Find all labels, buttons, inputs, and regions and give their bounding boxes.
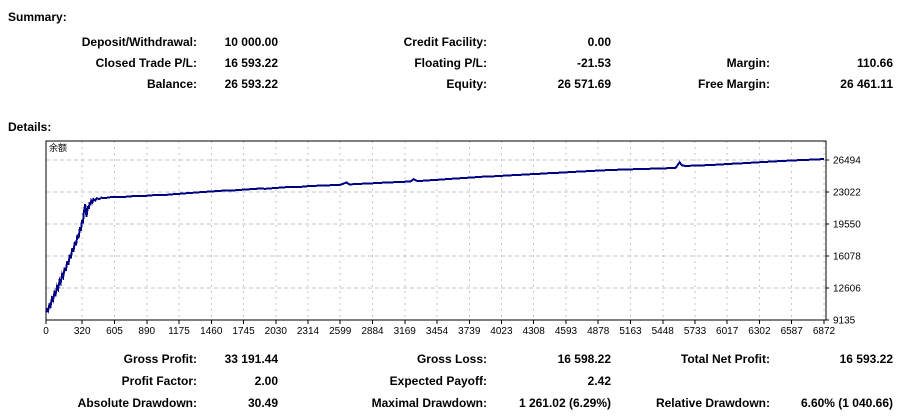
total-net-profit-value: 16 593.22 bbox=[839, 352, 893, 366]
y-axis-label: 16078 bbox=[833, 252, 861, 263]
x-axis-label: 320 bbox=[74, 326, 91, 337]
x-axis-label: 890 bbox=[138, 326, 155, 337]
relative-drawdown-label: Relative Drawdown: bbox=[655, 396, 770, 410]
gross-profit-value: 33 191.44 bbox=[224, 352, 278, 366]
x-axis-label: 6017 bbox=[716, 326, 739, 337]
x-axis-label: 5733 bbox=[684, 326, 707, 337]
profit-factor-value: 2.00 bbox=[254, 374, 278, 388]
equity-label: Equity: bbox=[446, 77, 487, 91]
y-axis-label: 12606 bbox=[833, 284, 861, 295]
x-axis-label: 4878 bbox=[587, 326, 610, 337]
absolute-drawdown-value: 30.49 bbox=[247, 396, 278, 410]
y-axis-label: 26494 bbox=[833, 156, 861, 167]
details-heading: Details: bbox=[8, 120, 52, 134]
x-axis-label: 6587 bbox=[781, 326, 804, 337]
profit-factor-label: Profit Factor: bbox=[121, 374, 197, 388]
balance-line bbox=[45, 158, 825, 314]
x-axis-label: 4023 bbox=[490, 326, 513, 337]
x-axis-label: 0 bbox=[43, 326, 49, 337]
x-axis-label: 6302 bbox=[748, 326, 771, 337]
plot-border bbox=[45, 140, 827, 321]
x-axis-label: 5448 bbox=[652, 326, 675, 337]
absolute-drawdown-label: Absolute Drawdown: bbox=[77, 396, 197, 410]
x-axis-label: 2599 bbox=[329, 326, 352, 337]
floating-pl-value: -21.53 bbox=[576, 56, 611, 70]
balance-label: Balance: bbox=[146, 77, 197, 91]
total-net-profit-label: Total Net Profit: bbox=[680, 352, 770, 366]
credit-facility-label: Credit Facility: bbox=[403, 35, 487, 49]
expected-payoff-value: 2.42 bbox=[587, 374, 611, 388]
x-axis-label: 3454 bbox=[426, 326, 449, 337]
margin-value: 110.66 bbox=[856, 56, 893, 70]
x-axis-label: 605 bbox=[106, 326, 123, 337]
x-axis-label: 3739 bbox=[458, 326, 481, 337]
deposit-withdrawal-label: Deposit/Withdrawal: bbox=[81, 35, 197, 49]
gross-loss-value: 16 598.22 bbox=[557, 352, 611, 366]
credit-facility-value: 0.00 bbox=[587, 35, 611, 49]
balance-chart-canvas: 26494 23022 19550 16078 12606 9135 0 320 605 890 1… bbox=[43, 140, 861, 337]
x-axis-label: 2314 bbox=[297, 326, 320, 337]
x-axis-label: 2884 bbox=[361, 326, 384, 337]
closed-trade-pl-label: Closed Trade P/L: bbox=[95, 56, 197, 70]
expected-payoff-label: Expected Payoff: bbox=[389, 374, 487, 388]
summary-heading: Summary: bbox=[8, 10, 67, 24]
y-axis-label: 9135 bbox=[833, 316, 856, 327]
balance-chart: 26494 23022 19550 16078 12606 9135 0 320 605 890 1… bbox=[0, 135, 904, 340]
free-margin-value: 26 461.11 bbox=[840, 77, 893, 91]
floating-pl-label: Floating P/L: bbox=[414, 56, 487, 70]
y-axis-label: 23022 bbox=[833, 188, 861, 199]
relative-drawdown-value: 6.60% (1 040.66) bbox=[800, 396, 893, 410]
x-axis-label: 2030 bbox=[265, 326, 288, 337]
maximal-drawdown-label: Maximal Drawdown: bbox=[371, 396, 487, 410]
closed-trade-pl-value: 16 593.22 bbox=[224, 56, 278, 70]
gross-profit-label: Gross Profit: bbox=[123, 352, 197, 366]
x-axis-label: 1745 bbox=[232, 326, 255, 337]
x-axis-label: 5163 bbox=[619, 326, 642, 337]
margin-label: Margin: bbox=[726, 56, 770, 70]
x-axis-label: 6872 bbox=[813, 326, 836, 337]
x-axis-label: 3169 bbox=[394, 326, 417, 337]
balance-value: 26 593.22 bbox=[224, 77, 278, 91]
maximal-drawdown-value: 1 261.02 (6.29%) bbox=[518, 396, 611, 410]
x-axis-label: 4593 bbox=[555, 326, 578, 337]
free-margin-label: Free Margin: bbox=[697, 77, 770, 91]
chart-series-title: 余额 bbox=[49, 143, 68, 153]
x-axis-label: 1460 bbox=[200, 326, 223, 337]
equity-value: 26 571.69 bbox=[557, 77, 611, 91]
y-axis-label: 19550 bbox=[833, 220, 861, 231]
x-axis-label: 4308 bbox=[523, 326, 546, 337]
x-axis-label: 1175 bbox=[168, 326, 190, 337]
gross-loss-label: Gross Loss: bbox=[416, 352, 487, 366]
deposit-withdrawal-value: 10 000.00 bbox=[224, 35, 278, 49]
